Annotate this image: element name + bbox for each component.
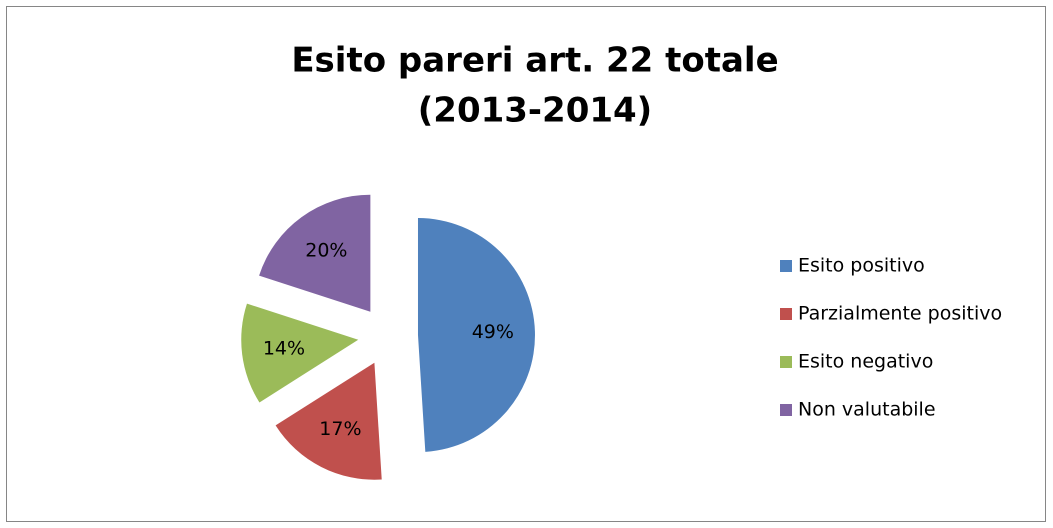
pie-slice — [417, 218, 535, 452]
legend-label: Esito positivo — [798, 255, 925, 277]
data-label: 17% — [319, 418, 361, 440]
legend-swatch — [780, 404, 792, 416]
chart-title: Esito pareri art. 22 totale — [291, 41, 778, 81]
legend-label: Parzialmente positivo — [798, 303, 1002, 325]
data-label: 14% — [263, 338, 305, 360]
data-label: 20% — [305, 240, 347, 262]
legend-label: Esito negativo — [798, 351, 933, 373]
legend-swatch — [780, 260, 792, 272]
chart-title: (2013-2014) — [418, 91, 652, 131]
legend-swatch — [780, 356, 792, 368]
pie-slice — [241, 303, 359, 403]
chart-border — [6, 6, 1046, 522]
pie-slice — [275, 362, 382, 480]
legend-swatch — [780, 308, 792, 320]
data-label: 49% — [472, 321, 514, 343]
pie-slice — [259, 194, 371, 312]
legend-label: Non valutabile — [798, 399, 936, 421]
